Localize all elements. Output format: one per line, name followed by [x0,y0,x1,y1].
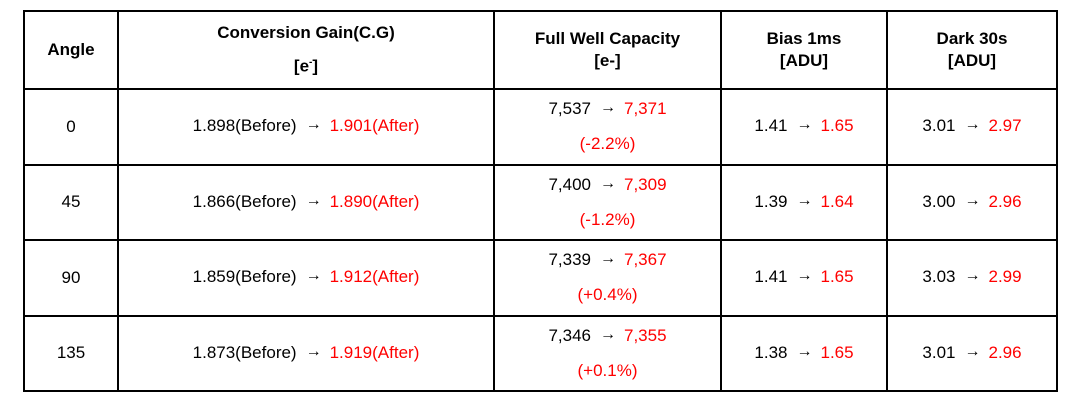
header-cg-title: Conversion Gain(C.G) [217,23,395,43]
header-dark-title: Dark 30s [936,29,1008,48]
header-angle: Angle [23,10,119,90]
arrow-icon: → [964,116,981,134]
table-row: 0 1.898(Before) → 1.901(After) 7,537 → 7,371… [23,88,1058,166]
bias-after-value: 1.65 [820,342,854,362]
cell-angle: 90 [23,239,119,317]
cell-conversion-gain: 1.873(Before) → 1.919(After) [117,314,495,392]
header-bias-title: Bias 1ms [766,29,842,48]
cell-full-well-capacity: 7,346 → 7,355 (+0.1%) [493,314,722,392]
arrow-icon: → [305,116,322,134]
header-dark: Dark 30s [ADU] [886,10,1058,90]
fwc-change-value: (+0.4%) [577,285,638,305]
arrow-icon: → [305,191,322,209]
arrow-icon: → [796,116,813,134]
table-row: 45 1.866(Before) → 1.890(After) 7,400 → 7,30… [23,163,1058,241]
fwc-before-value: 7,346 [548,325,591,345]
cg-before-value: 1.898(Before) [192,116,297,136]
dark-before-value: 3.01 [922,116,956,136]
cell-bias: 1.41 → 1.65 [720,239,888,317]
table-row: 135 1.873(Before) → 1.919(After) 7,346 → 7,3… [23,314,1058,392]
header-row: Angle Conversion Gain(C.G) [e-] Full Wel… [23,10,1058,90]
bias-before-value: 1.38 [754,342,788,362]
header-cg-unit: [e-] [119,52,493,78]
dark-after-value: 2.96 [988,342,1022,362]
cell-angle: 135 [23,314,119,392]
arrow-icon: → [796,267,813,285]
fwc-after-value: 7,367 [624,250,667,270]
dark-before-value: 3.03 [922,267,956,287]
cg-before-value: 1.866(Before) [192,191,297,211]
cell-full-well-capacity: 7,339 → 7,367 (+0.4%) [493,239,722,317]
dark-after-value: 2.97 [988,116,1022,136]
header-full-well-capacity: Full Well Capacity [e-] [493,10,722,90]
header-cg-unit-base: [e [293,56,310,76]
arrow-icon: → [796,191,813,209]
cg-after-value: 1.890(After) [329,191,420,211]
fwc-before-value: 7,537 [548,99,591,119]
cell-full-well-capacity: 7,400 → 7,309 (-1.2%) [493,163,722,241]
header-fwc-title: Full Well Capacity [534,29,681,48]
cell-conversion-gain: 1.866(Before) → 1.890(After) [117,163,495,241]
bias-after-value: 1.65 [820,267,854,287]
header-dark-unit: [ADU] [947,51,997,70]
bias-before-value: 1.41 [754,267,788,287]
dark-before-value: 3.01 [922,342,956,362]
cg-before-value: 1.873(Before) [192,342,297,362]
fwc-change-value: (-2.2%) [579,134,636,154]
cg-after-value: 1.919(After) [329,342,420,362]
cg-before-value: 1.859(Before) [192,267,297,287]
fwc-after-value: 7,371 [624,99,667,119]
cell-angle: 0 [23,88,119,166]
bias-before-value: 1.39 [754,191,788,211]
fwc-before-value: 7,400 [548,174,591,194]
arrow-icon: → [600,250,616,268]
bias-before-value: 1.41 [754,116,788,136]
cell-angle: 45 [23,163,119,241]
fwc-change-value: (-1.2%) [579,209,636,229]
fwc-after-value: 7,355 [624,325,667,345]
fwc-change-value: (+0.1%) [577,360,638,380]
arrow-icon: → [964,191,981,209]
cell-dark: 3.01 → 2.97 [886,88,1058,166]
cell-bias: 1.38 → 1.65 [720,314,888,392]
cg-after-value: 1.912(After) [329,267,420,287]
cg-after-value: 1.901(After) [329,116,420,136]
fwc-before-value: 7,339 [548,250,591,270]
arrow-icon: → [964,267,981,285]
bias-after-value: 1.65 [820,116,854,136]
header-bias: Bias 1ms [ADU] [720,10,888,90]
header-fwc-unit: [e-] [594,51,621,70]
header-cg-unit-sup: - [309,57,313,69]
header-cg-unit-close: ] [312,56,319,76]
measurement-table: Angle Conversion Gain(C.G) [e-] Full Wel… [23,10,1058,392]
fwc-after-value: 7,309 [624,174,667,194]
dark-before-value: 3.00 [922,191,956,211]
arrow-icon: → [305,342,322,360]
dark-after-value: 2.96 [988,191,1022,211]
cell-dark: 3.00 → 2.96 [886,163,1058,241]
arrow-icon: → [600,325,616,343]
cell-dark: 3.01 → 2.96 [886,314,1058,392]
cell-bias: 1.39 → 1.64 [720,163,888,241]
table-row: 90 1.859(Before) → 1.912(After) 7,339 → 7,36… [23,239,1058,317]
cell-bias: 1.41 → 1.65 [720,88,888,166]
cell-full-well-capacity: 7,537 → 7,371 (-2.2%) [493,88,722,166]
arrow-icon: → [964,342,981,360]
header-conversion-gain: Conversion Gain(C.G) [e-] [117,10,495,90]
arrow-icon: → [600,99,616,117]
dark-after-value: 2.99 [988,267,1022,287]
cell-conversion-gain: 1.898(Before) → 1.901(After) [117,88,495,166]
arrow-icon: → [796,342,813,360]
cell-dark: 3.03 → 2.99 [886,239,1058,317]
arrow-icon: → [600,174,616,192]
arrow-icon: → [305,267,322,285]
cell-conversion-gain: 1.859(Before) → 1.912(After) [117,239,495,317]
bias-after-value: 1.64 [820,191,854,211]
header-bias-unit: [ADU] [779,51,829,70]
